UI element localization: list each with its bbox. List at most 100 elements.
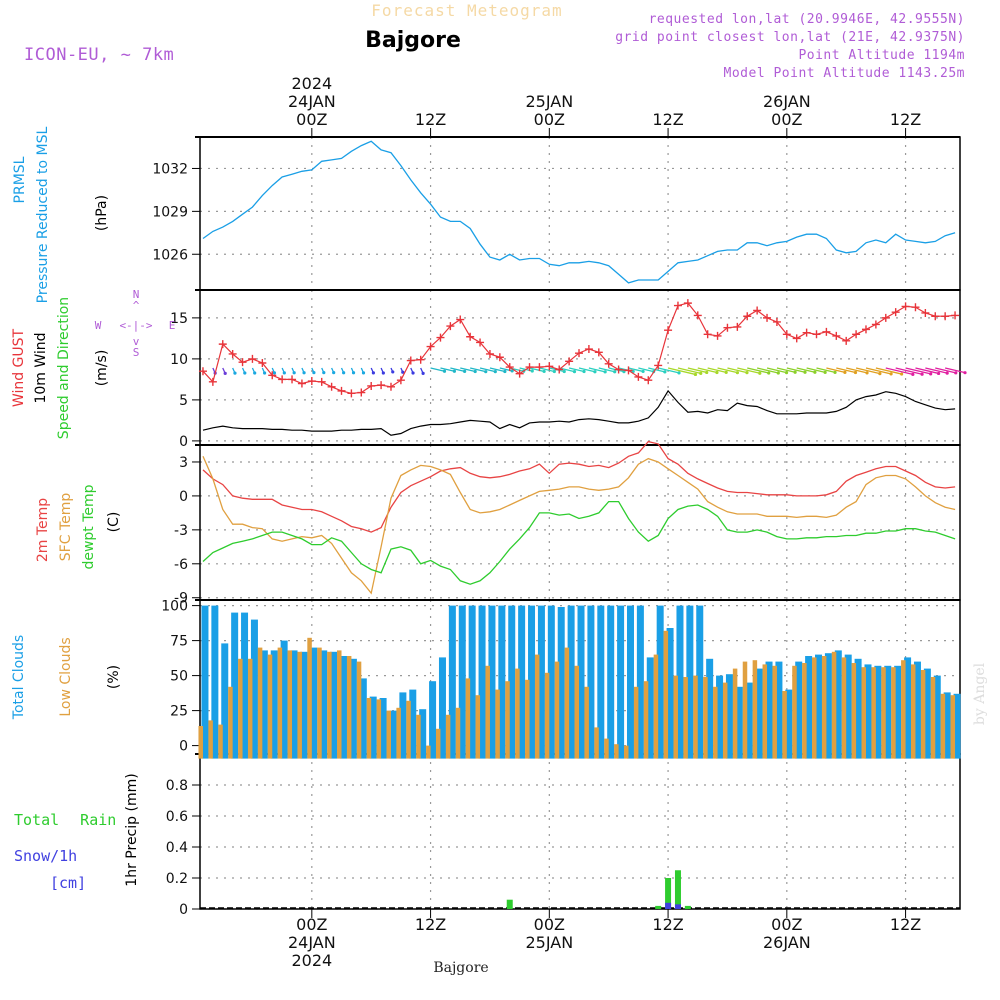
wind-arrow	[737, 367, 760, 374]
total-cloud-bar	[597, 605, 605, 759]
low-cloud-bar	[643, 681, 649, 759]
precip-labels: Total Rain Snow/1h [cm] 1hr Precip (mm)	[14, 773, 140, 892]
gust-marker	[634, 372, 643, 381]
bottom-time-label: 00Z	[771, 915, 802, 934]
snow-label: Snow/1h	[14, 847, 77, 865]
gust-marker	[228, 349, 237, 358]
bottom-time-label: 00Z	[296, 915, 327, 934]
gust-marker	[673, 301, 682, 310]
total-cloud-bar	[904, 657, 912, 759]
total-cloud-bar	[409, 689, 417, 759]
wind-arrow-head	[724, 370, 728, 374]
wind-arrow-head	[843, 370, 847, 374]
low-cloud-bar	[633, 686, 639, 759]
wind-arrow-head	[715, 370, 719, 375]
total-cloud-bar	[725, 674, 733, 759]
gust-marker	[248, 354, 257, 363]
low-cloud-bar	[891, 667, 896, 759]
gust-marker	[416, 355, 425, 364]
snow-unit: [cm]	[50, 874, 86, 892]
low-cloud-bar	[910, 664, 916, 759]
gust-marker	[871, 320, 880, 329]
wind-arrow-head	[233, 371, 237, 375]
low-cloud-bar	[653, 654, 659, 759]
total-cloud-bar	[696, 605, 704, 759]
rain-bar	[684, 905, 691, 909]
compass-we: <-|->	[119, 319, 152, 332]
gust-marker	[664, 326, 673, 335]
panel-2: -9 -6 -3 0 3	[174, 444, 961, 607]
top-time-label: 26JAN	[763, 92, 811, 111]
gust-marker	[921, 308, 930, 317]
low-cloud-bar	[802, 663, 807, 759]
gust-marker	[258, 358, 267, 367]
wind-arrow	[776, 367, 796, 373]
gust-marker	[891, 308, 900, 317]
gust-marker	[584, 345, 593, 354]
low-cloud-bar	[901, 660, 906, 759]
snow-bar	[665, 902, 672, 909]
wind10-series-line	[202, 389, 956, 436]
low-cloud-bar	[317, 647, 322, 759]
gust-marker	[367, 381, 376, 390]
y-tick-label: 5	[179, 393, 188, 409]
gust-marker	[763, 313, 772, 322]
top-time-label: 25JAN	[525, 92, 573, 111]
wind-arrow-head	[803, 370, 807, 374]
temp-unit: (C)	[106, 512, 122, 533]
wind-arrow	[846, 367, 868, 374]
wind-arrow	[756, 367, 779, 374]
wind-arrow-head	[593, 370, 597, 374]
low-cloud-bar	[831, 651, 837, 759]
total-cloud-bar	[656, 605, 664, 759]
wind-arrow	[568, 367, 585, 373]
top-time-label: 24JAN	[288, 92, 336, 111]
wind-arrow	[440, 367, 455, 372]
low-cloud-bar	[218, 724, 223, 759]
total-cloud-bar	[508, 605, 516, 759]
gust-marker	[347, 389, 356, 398]
low-cloud-bar	[940, 693, 946, 759]
low-cloud-bar	[406, 700, 411, 759]
gust-marker	[861, 325, 870, 334]
wind-arrow-head	[411, 371, 415, 375]
low-cloud-bar	[594, 727, 599, 759]
wind-arrow	[529, 367, 545, 373]
wind-arrow-head	[582, 369, 586, 374]
wind-arrow-head	[776, 371, 780, 375]
low-cloud-bar	[386, 710, 391, 759]
gust-marker	[327, 382, 336, 391]
rain-bar	[665, 878, 672, 909]
y-tick-label: 100	[161, 599, 188, 615]
wind-arrow-head	[401, 370, 405, 374]
gust-marker	[505, 363, 514, 372]
rain-bar	[674, 870, 681, 909]
model-label: ICON-EU, ~ 7km	[24, 45, 174, 65]
wind-arrow	[935, 367, 956, 374]
wind-arrow	[588, 367, 606, 373]
compass-w: W	[95, 319, 102, 332]
gust-marker	[723, 323, 732, 332]
wind-arrow-head	[262, 371, 267, 375]
wind-arrow	[479, 367, 496, 373]
compass: N ^ W <-|-> E v S	[95, 288, 176, 359]
total-cloud-bar	[577, 605, 585, 759]
total-cloud-bar	[864, 664, 872, 759]
wind-dir-label: Speed and Direction	[56, 297, 72, 439]
temp-series-line-sfc-temp	[202, 456, 956, 595]
wind-arrow	[865, 367, 892, 375]
top-time-label: 12Z	[415, 110, 446, 129]
total-cloud-bar	[429, 681, 437, 759]
low-cloud-bar	[544, 672, 550, 759]
bottom-time-label: 25JAN	[525, 933, 573, 952]
y-tick-label: 0	[179, 489, 188, 505]
gust-marker	[515, 369, 524, 378]
gust-series-line	[202, 302, 956, 394]
wind-arrow-head	[603, 370, 607, 374]
credit-label: by Angel	[972, 662, 988, 725]
gust-marker	[693, 311, 702, 320]
total-cloud-bar	[834, 650, 842, 759]
bottom-time-label: 26JAN	[763, 933, 811, 952]
y-tick-label: 0.6	[166, 809, 188, 825]
low-cloud-bar	[930, 677, 936, 759]
